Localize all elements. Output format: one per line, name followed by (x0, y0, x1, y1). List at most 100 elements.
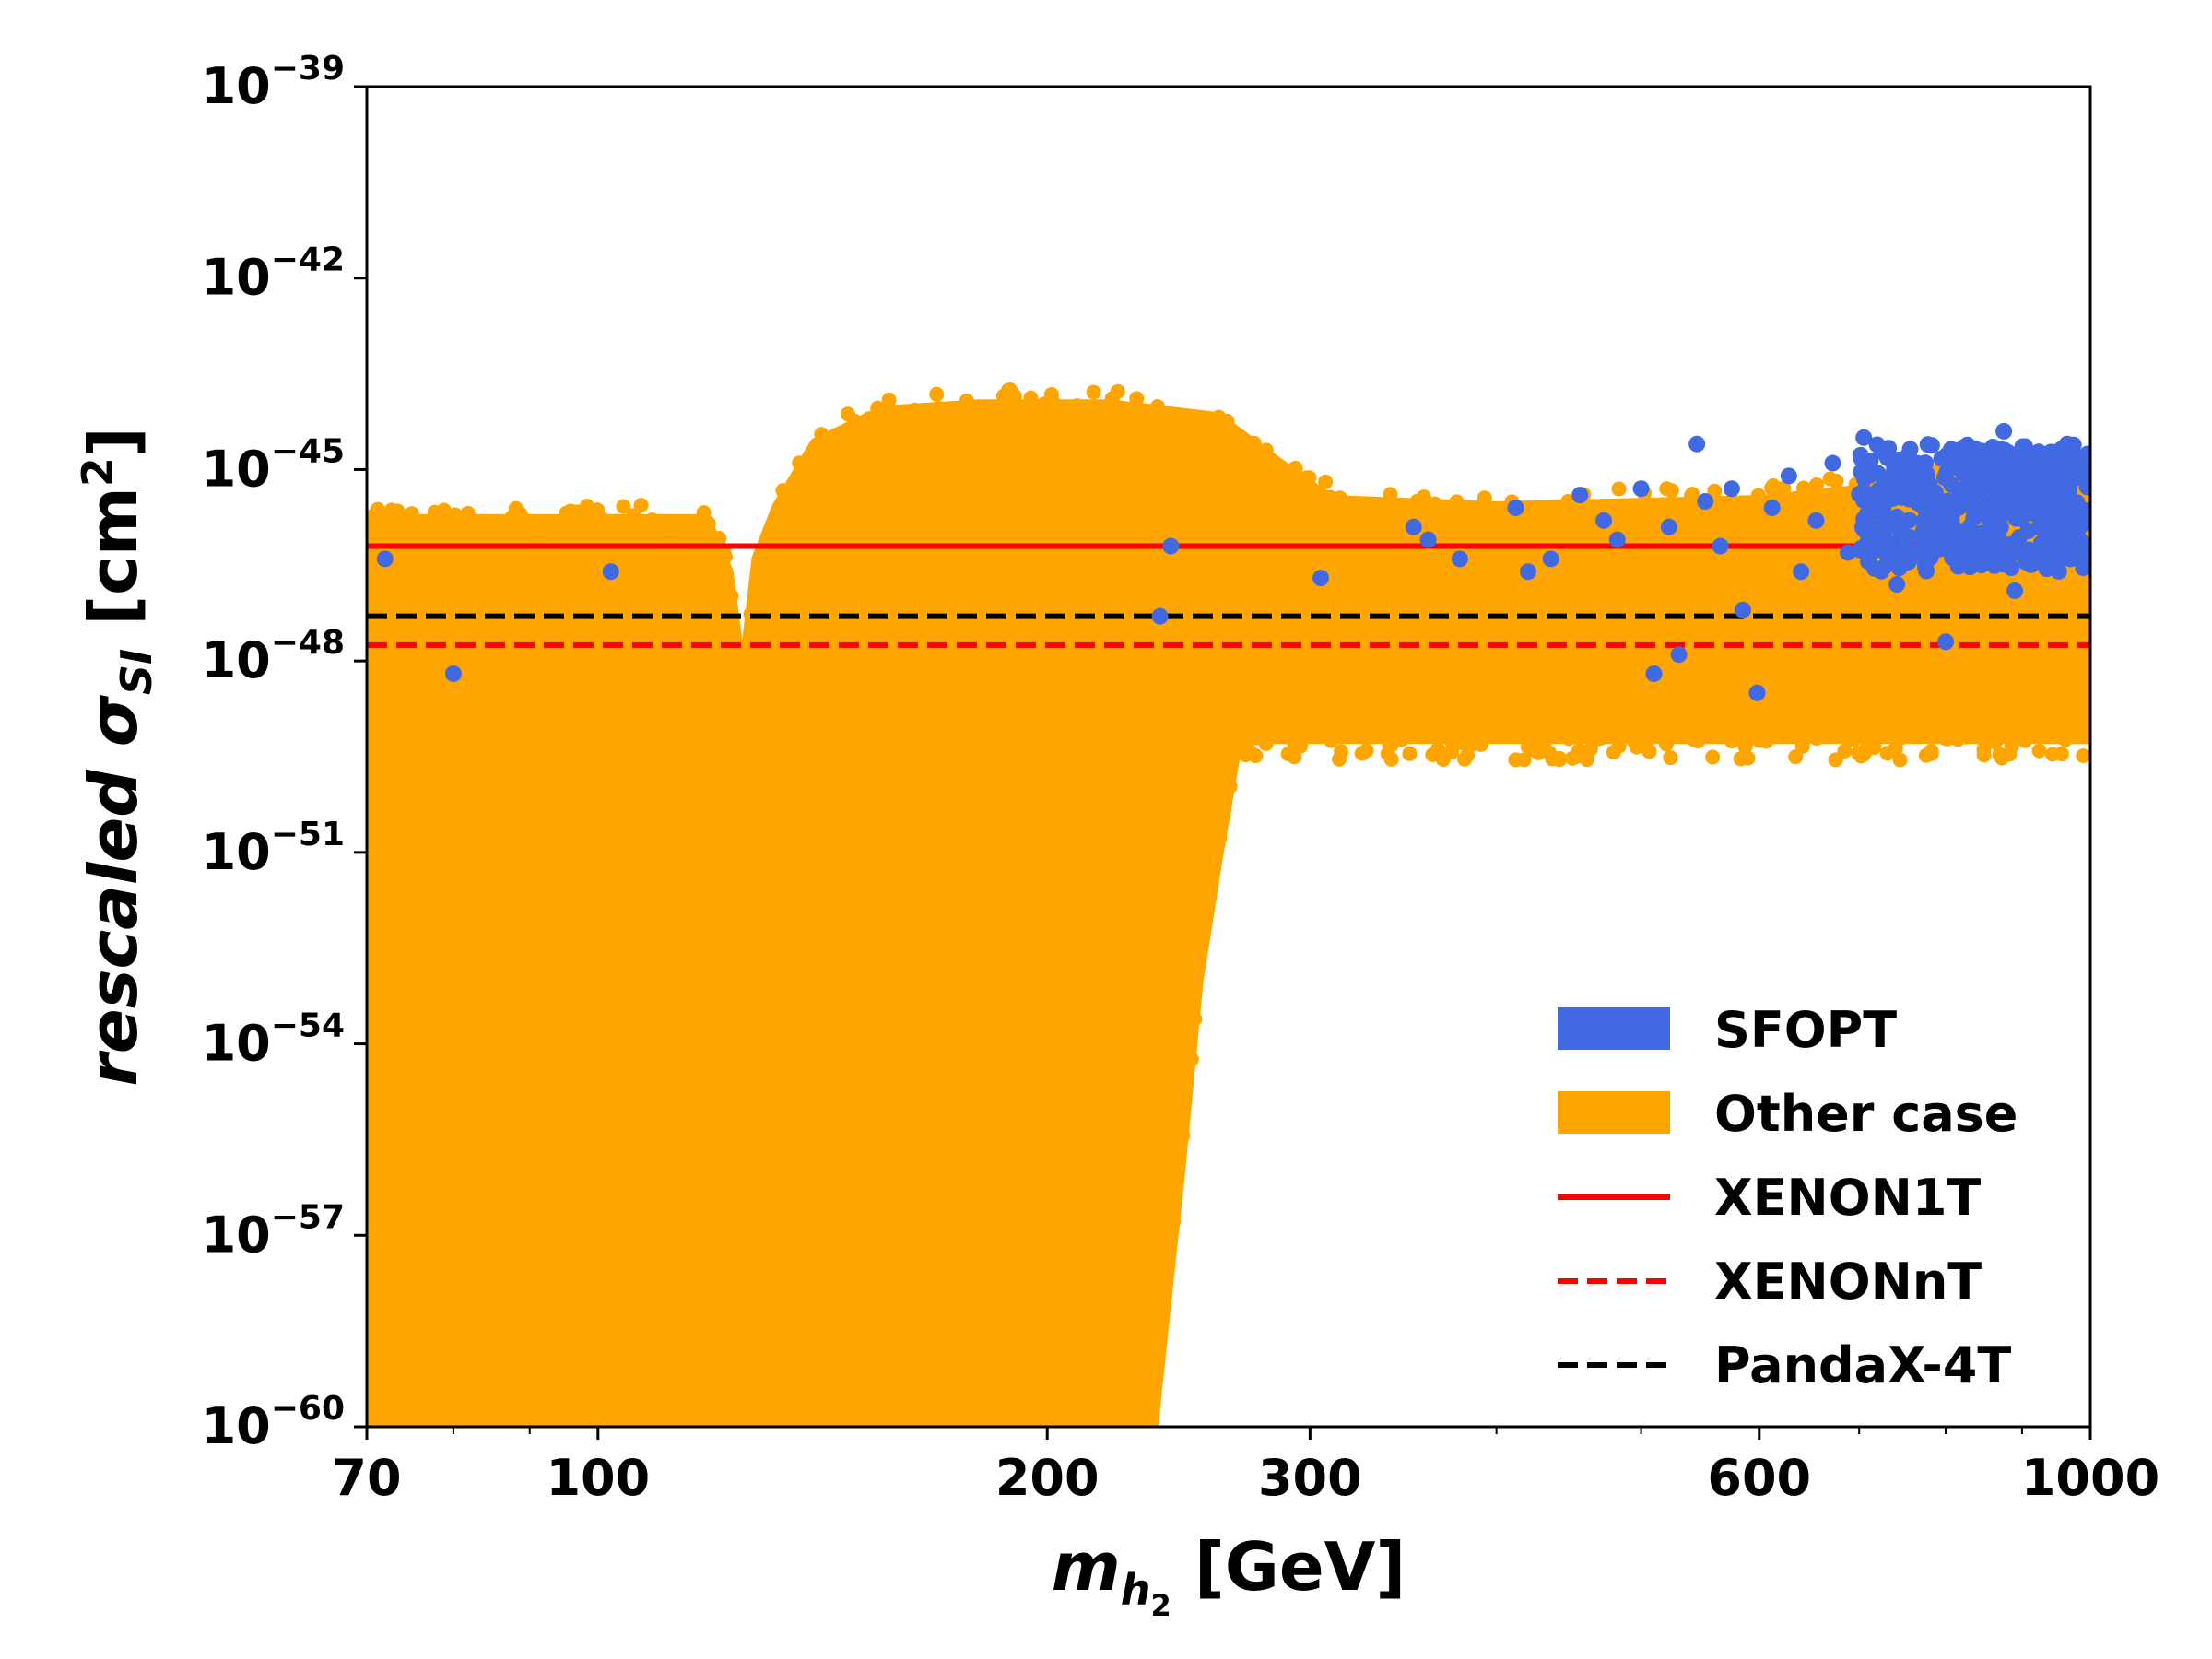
other-case-point (906, 408, 922, 424)
y-tick-label: 10−51 (202, 816, 345, 881)
other-case-point (1837, 743, 1853, 759)
other-case-point (1988, 735, 2004, 750)
other-case-point (1794, 738, 1810, 754)
sfopt-point (1941, 520, 1959, 537)
other-case-point (1432, 722, 1448, 737)
legend-entry-xenonnt: XENONnT (1558, 1253, 1982, 1311)
sfopt-point (1992, 490, 2009, 508)
other-case-point (633, 498, 649, 513)
other-case-point (870, 400, 886, 416)
sfopt-point (1976, 537, 1994, 555)
sfopt-point (2022, 556, 2040, 573)
other-case-point (795, 1414, 811, 1427)
other-case-point (1552, 751, 1568, 767)
other-case-point (375, 1414, 391, 1427)
other-case-point (450, 521, 465, 536)
other-case-point (1611, 481, 1627, 497)
sfopt-point (1923, 500, 1940, 518)
other-case-point (1445, 738, 1461, 754)
other-case-point (1425, 747, 1441, 762)
sfopt-point (2010, 529, 2028, 547)
sfopt-point (2050, 509, 2067, 526)
other-case-point (367, 1414, 377, 1427)
other-case-point (1383, 751, 1399, 767)
other-case-point (500, 521, 516, 536)
sfopt-point (376, 550, 394, 568)
other-case-point (1318, 474, 1334, 489)
other-case-point (1219, 413, 1235, 429)
other-case-point (367, 514, 375, 530)
other-case-point (1288, 460, 1303, 476)
other-case-point (1639, 740, 1654, 756)
other-case-point (647, 515, 663, 531)
other-case-point (653, 1413, 669, 1427)
other-case-point (1162, 410, 1178, 426)
other-case-point (1828, 752, 1843, 768)
other-case-point (1795, 480, 1811, 496)
other-case-point (679, 1413, 695, 1427)
sfopt-point (1852, 446, 1869, 464)
sfopt-point (1876, 515, 1893, 533)
sfopt-point (1956, 438, 1973, 455)
x-tick-label: 300 (1258, 1449, 1362, 1507)
other-case-point (1088, 1417, 1103, 1427)
other-case-point (390, 503, 406, 519)
other-case-point (2017, 724, 2032, 739)
other-case-point (2031, 743, 2047, 759)
sfopt-point (2016, 460, 2033, 477)
other-case-point (1690, 733, 1706, 748)
sfopt-point (2023, 504, 2041, 522)
other-case-point (1352, 498, 1368, 513)
sfopt-point (1660, 518, 1677, 535)
sfopt-point (1898, 539, 1915, 557)
other-case-point (1583, 741, 1598, 757)
other-case-point (1216, 808, 1231, 824)
sfopt-point (1571, 487, 1589, 504)
sfopt-point (2057, 446, 2075, 464)
sfopt-point (2049, 476, 2066, 493)
other-case-point (1931, 728, 1947, 744)
sfopt-point (1748, 684, 1766, 701)
other-case-point (419, 515, 435, 531)
sfopt-point (1875, 499, 1892, 516)
y-tick-label: 10−54 (202, 1007, 345, 1073)
sfopt-point (1855, 429, 1873, 446)
other-case-point (1829, 473, 1844, 488)
other-case-point (1480, 726, 1496, 742)
legend-label: XENON1T (1714, 1169, 1981, 1227)
other-case-point (1606, 745, 1621, 760)
other-case-point (1737, 739, 1753, 755)
other-case-point (1023, 390, 1039, 406)
other-case-point (2002, 747, 2018, 762)
other-case-point (593, 510, 608, 525)
other-case-point (394, 1418, 410, 1427)
other-case-point (1870, 722, 1886, 737)
other-case-point (573, 507, 589, 523)
sfopt-point (1312, 570, 1329, 587)
other-case-point (1070, 406, 1086, 421)
other-case-point (1002, 382, 1018, 397)
other-case-point (1918, 747, 1934, 763)
other-case-point (1467, 507, 1483, 523)
sfopt-point (2030, 518, 2048, 535)
other-case-point (731, 651, 747, 666)
other-case-point (536, 1415, 552, 1427)
other-case-point (907, 1410, 923, 1426)
sfopt-point (1948, 454, 1966, 472)
other-case-point (1096, 404, 1112, 419)
other-case-point (1293, 738, 1309, 754)
other-case-point (796, 459, 812, 475)
other-case-point (1788, 749, 1804, 765)
other-case-point (1705, 749, 1721, 765)
legend-label: Other case (1714, 1085, 2018, 1143)
other-case-point (1431, 499, 1447, 514)
other-case-point (836, 1411, 852, 1427)
sfopt-point (1937, 633, 1955, 651)
other-case-point (1858, 741, 1874, 757)
other-case-point (881, 392, 897, 407)
sfopt-point (2011, 477, 2029, 495)
other-case-point (889, 1413, 905, 1427)
sfopt-point (2006, 582, 2024, 599)
sfopt-point (2065, 470, 2083, 488)
sfopt-point (1957, 478, 1974, 496)
